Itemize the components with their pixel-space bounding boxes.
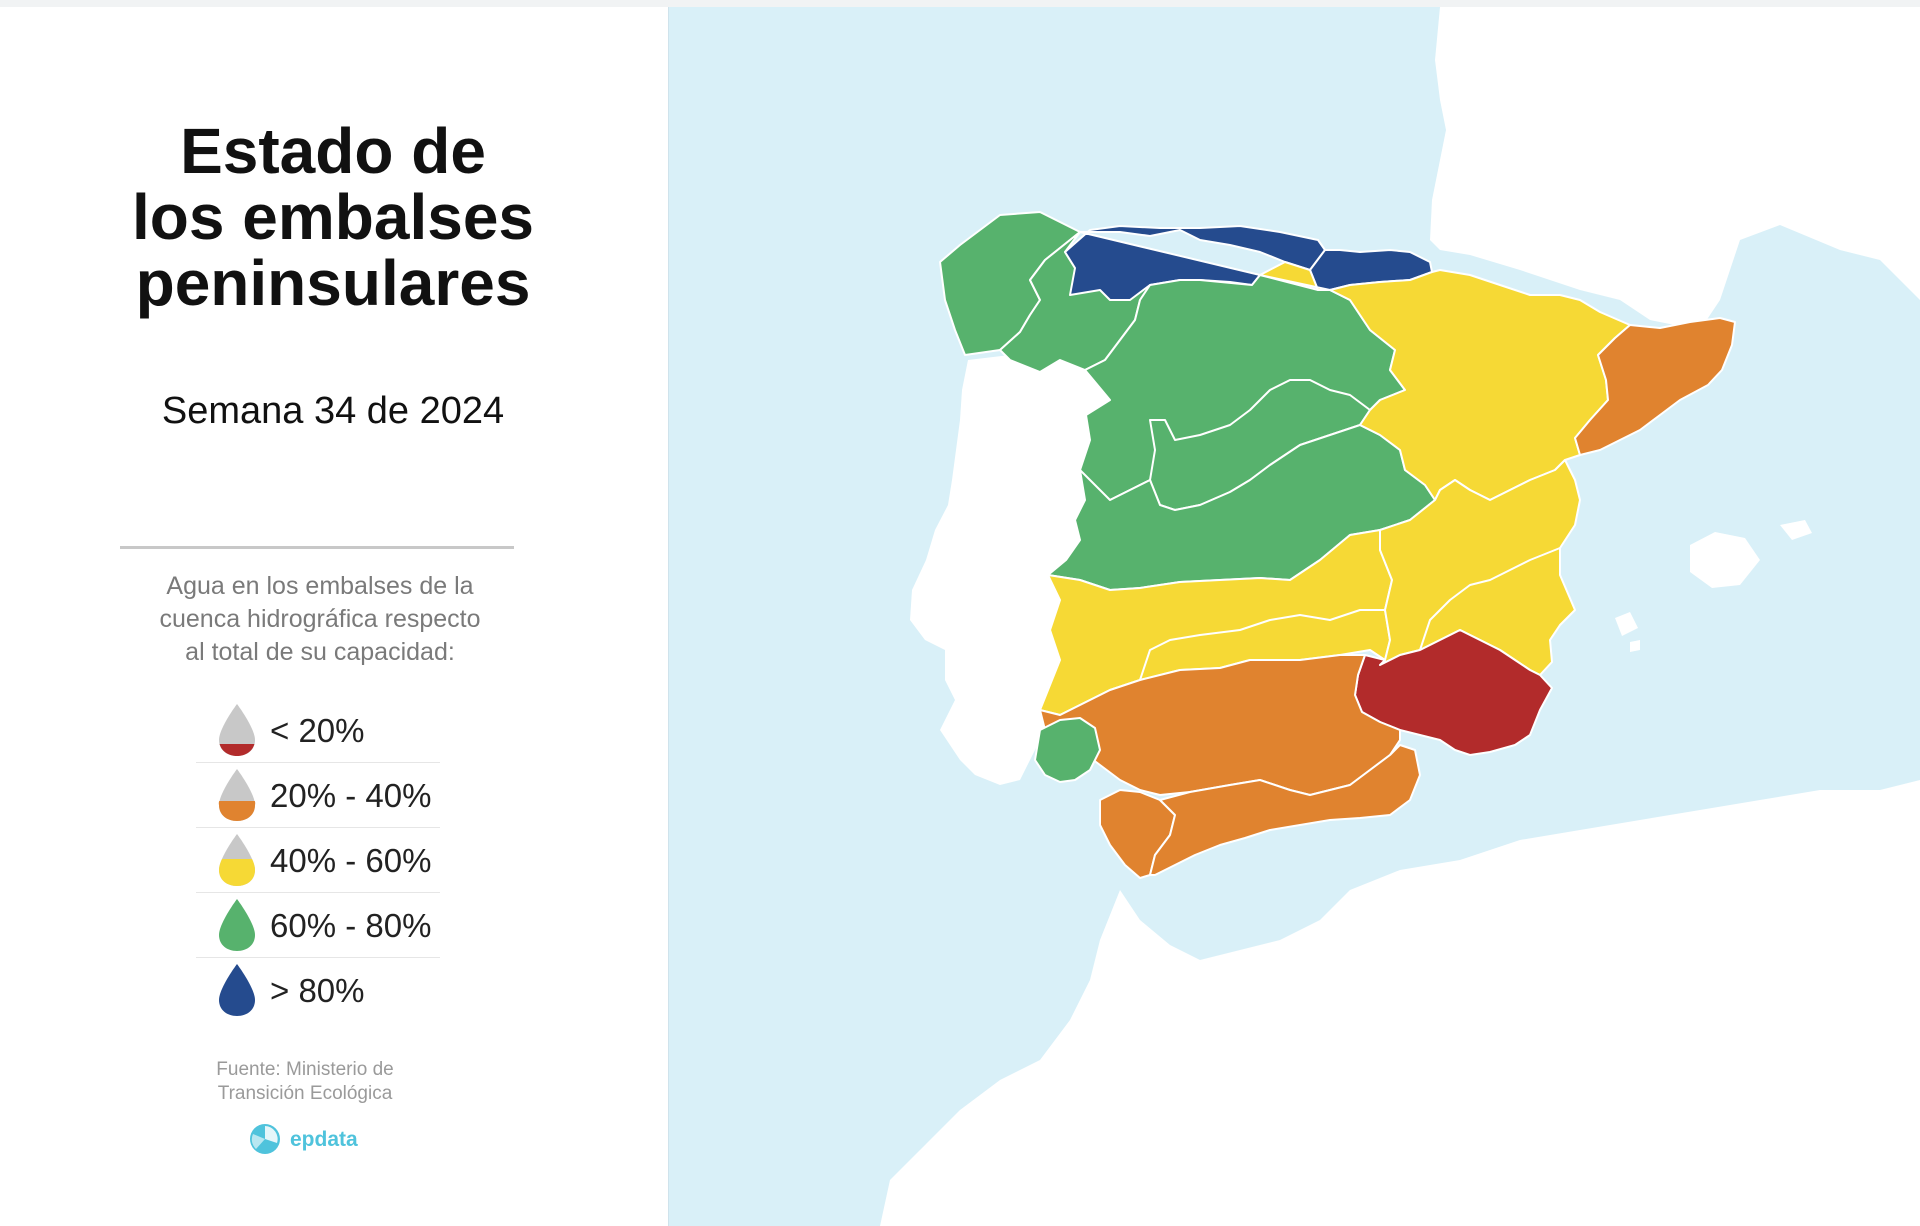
source-line: Fuente: Ministerio de	[216, 1059, 394, 1080]
legend-label: < 20%	[270, 712, 365, 749]
france-land	[1430, 7, 1920, 330]
basin-tinto-odiel-piedras[interactable]	[1034, 717, 1101, 783]
legend-label: > 80%	[270, 972, 365, 1009]
brand-name: epdata	[290, 1128, 358, 1151]
title-line: Estado de	[180, 115, 486, 187]
drop-icon	[219, 704, 255, 756]
africa-land	[880, 780, 1920, 1226]
top-strip	[0, 0, 1920, 7]
legend-item: 40% - 60%	[196, 828, 440, 893]
legend: < 20% 20% - 40% 40% - 60% 60% - 80% > 80…	[196, 698, 440, 1022]
title-line: los embalses	[132, 181, 534, 253]
drop-icon	[219, 964, 255, 1016]
drop-icon	[219, 899, 255, 951]
boundary-line	[1139, 609, 1385, 681]
page-subtitle: Semana 34 de 2024	[161, 390, 505, 432]
legend-title-line: cuenca hidrográfica respecto	[159, 605, 481, 633]
drop-icon	[218, 769, 256, 821]
source-line: Transición Ecológica	[217, 1083, 393, 1104]
legend-panel	[0, 7, 668, 1226]
divider	[120, 546, 514, 549]
boundary-line	[1419, 547, 1561, 651]
portugal-land	[910, 355, 1110, 785]
basin-guadalquivir[interactable]	[1039, 654, 1401, 796]
legend-title-line: Agua en los embalses de la	[166, 572, 474, 600]
title-line: peninsulares	[135, 247, 531, 319]
brand[interactable]: epdata	[248, 1122, 368, 1158]
mallorca-land	[1690, 532, 1760, 588]
legend-item: < 20%	[196, 698, 440, 763]
epdata-logo-icon	[250, 1124, 280, 1154]
formentera-land	[1630, 640, 1640, 652]
legend-title: Agua en los embalses de la cuenca hidrog…	[100, 570, 540, 669]
legend-item: > 80%	[196, 958, 440, 1022]
source-note: Fuente: Ministerio de Transición Ecológi…	[150, 1058, 460, 1106]
menorca-land	[1780, 520, 1812, 540]
boundary-line	[1149, 379, 1371, 481]
legend-label: 60% - 80%	[270, 907, 432, 944]
legend-title-line: al total de su capacidad:	[185, 638, 455, 666]
page-title: Estado de los embalses peninsulares	[40, 118, 626, 316]
basin-mediterranea-andaluza[interactable]	[1149, 744, 1421, 876]
ibiza-land	[1615, 612, 1638, 636]
legend-label: 40% - 60%	[270, 842, 432, 879]
basin-cuencas-internas-cataluna[interactable]	[1574, 317, 1736, 456]
drop-icon	[219, 834, 255, 886]
legend-item: 60% - 80%	[196, 893, 440, 958]
legend-label: 20% - 40%	[270, 777, 432, 814]
legend-item: 20% - 40%	[196, 763, 440, 828]
